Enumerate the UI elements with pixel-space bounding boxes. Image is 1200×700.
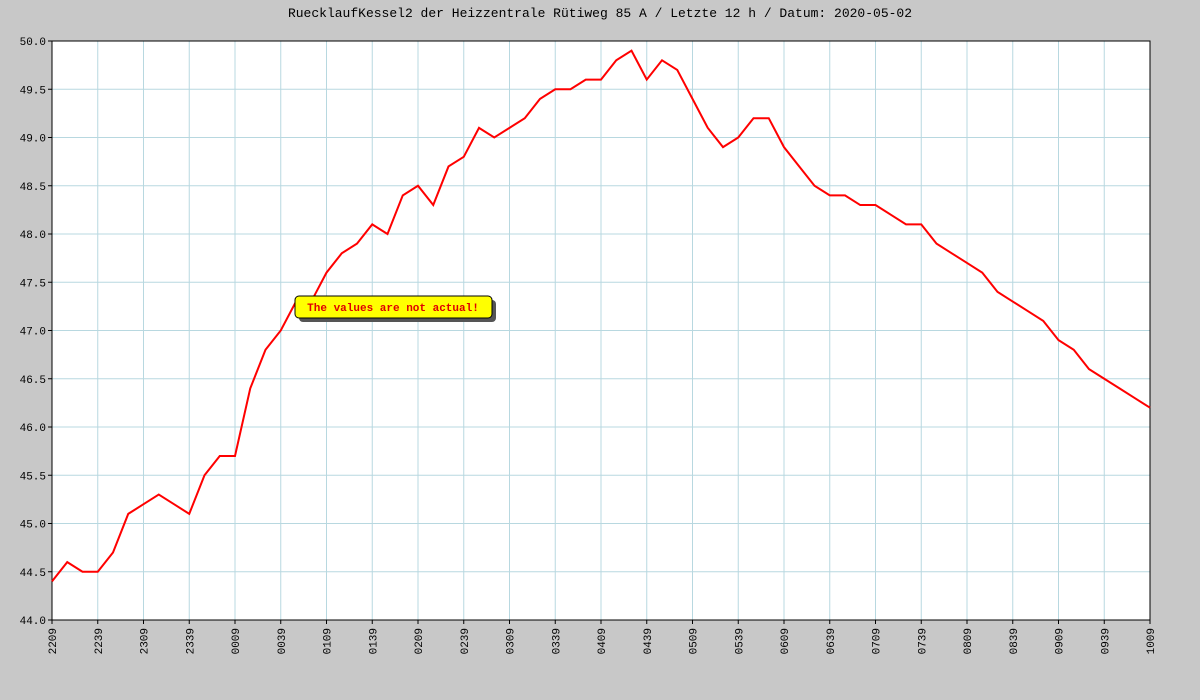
- x-tick-label: 2309: [140, 628, 152, 654]
- x-tick-label: 0039: [277, 628, 289, 654]
- x-tick-label: 0309: [506, 628, 518, 654]
- x-tick-label: 0009: [231, 628, 243, 654]
- x-tick-label: 0639: [826, 628, 838, 654]
- y-tick-label: 49.5: [20, 85, 46, 97]
- x-tick-label: 0809: [963, 628, 975, 654]
- y-tick-label: 48.0: [20, 230, 46, 242]
- y-tick-label: 49.0: [20, 134, 46, 146]
- x-tick-label: 0839: [1009, 628, 1021, 654]
- chart-title: RuecklaufKessel2 der Heizzentrale Rütiwe…: [288, 6, 912, 21]
- plot-frame: [51, 40, 1151, 621]
- x-tick-label: 0339: [551, 628, 563, 654]
- annotation: The values are not actual!: [307, 303, 479, 315]
- y-tick-label: 48.5: [20, 182, 46, 194]
- x-tick-label: 0909: [1055, 628, 1067, 654]
- x-tick-label: 0409: [597, 628, 609, 654]
- x-tick-label: 0709: [872, 628, 884, 654]
- y-tick-label: 45.0: [20, 520, 46, 532]
- x-tick-label: 2239: [94, 628, 106, 654]
- x-tick-label: 0539: [734, 628, 746, 654]
- x-tick-label: 0439: [643, 628, 655, 654]
- x-tick-label: 0209: [414, 628, 426, 654]
- y-tick-label: 47.0: [20, 327, 46, 339]
- x-tick-label: 2339: [185, 628, 197, 654]
- x-tick-label: 0939: [1100, 628, 1112, 654]
- data-line: [51, 49, 1151, 583]
- y-tick-label: 46.0: [20, 423, 46, 435]
- annotation-box: [294, 295, 493, 319]
- y-tick-label: 47.5: [20, 278, 46, 290]
- x-tick-label: 0609: [780, 628, 792, 654]
- y-tick-label: 44.0: [20, 616, 46, 628]
- x-tick-label: 0109: [323, 628, 335, 654]
- x-tick-label: 0139: [368, 628, 380, 654]
- y-tick-label: 50.0: [20, 37, 46, 49]
- y-tick-label: 44.5: [20, 568, 46, 580]
- x-tick-label: 0739: [917, 628, 929, 654]
- x-tick-label: 0509: [689, 628, 701, 654]
- x-tick-label: 2209: [48, 628, 60, 654]
- y-tick-label: 46.5: [20, 375, 46, 387]
- x-tick-label: 0239: [460, 628, 472, 654]
- x-tick-label: 1009: [1146, 628, 1158, 654]
- y-tick-label: 45.5: [20, 471, 46, 483]
